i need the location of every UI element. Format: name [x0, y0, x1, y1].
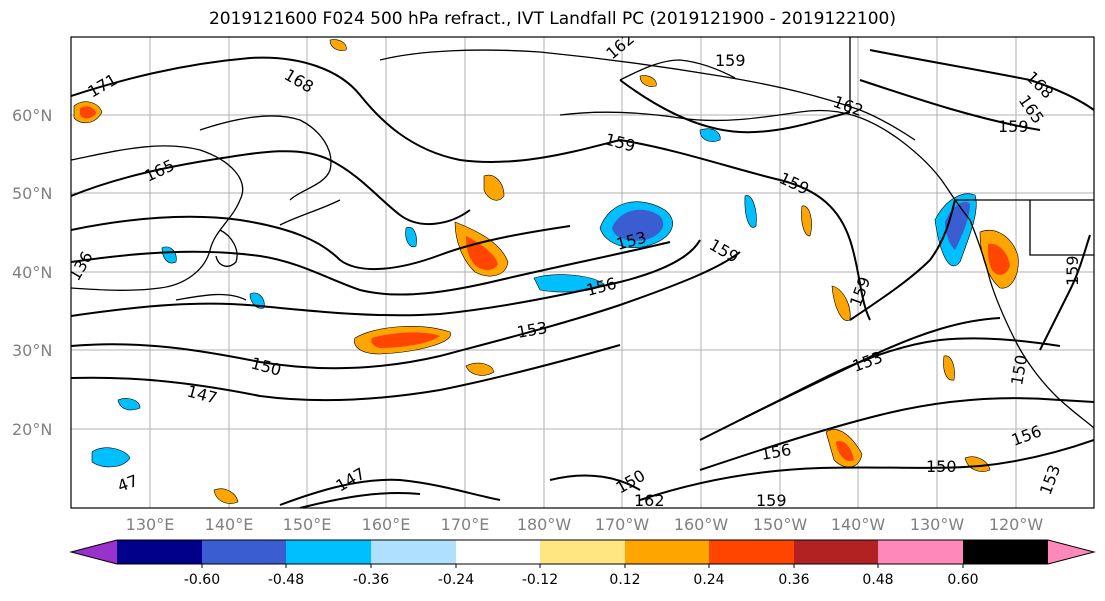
- longitude-labels: 130°E 140°E 150°E 160°E 170°E 180°W 170°…: [126, 515, 1044, 534]
- pc-shading: [73, 39, 1019, 504]
- contour-label: 159: [1063, 255, 1082, 286]
- graticule: [71, 37, 1094, 508]
- map-frame: [70, 36, 1095, 509]
- colorbar-tick-label: 0.36: [778, 572, 809, 588]
- colorbar-segment: [794, 540, 878, 564]
- lon-label: 140°E: [205, 515, 254, 534]
- lon-label: 150°W: [753, 515, 808, 534]
- lon-label: 130°E: [126, 515, 175, 534]
- colorbar-segment: [286, 540, 371, 564]
- lon-label: 170°W: [595, 515, 650, 534]
- lon-label: 120°W: [989, 515, 1044, 534]
- coastlines: [71, 37, 1094, 429]
- colorbar-tick-label: -0.24: [438, 572, 474, 588]
- refractivity-contours: [71, 49, 1094, 508]
- colorbar-segment: [371, 540, 456, 564]
- lon-label: 130°W: [910, 515, 965, 534]
- map-title: 2019121600 F024 500 hPa refract., IVT La…: [208, 9, 896, 29]
- lon-label: 180°W: [517, 515, 572, 534]
- colorbar-extend-high: [1048, 540, 1094, 564]
- lon-label: 160°E: [362, 515, 411, 534]
- lat-label: 30°N: [12, 341, 52, 360]
- contour-label: 150: [926, 457, 957, 476]
- colorbar-extend-low: [71, 540, 117, 564]
- colorbar-segment: [625, 540, 709, 564]
- latitude-labels: 60°N 50°N 40°N 30°N 20°N: [12, 106, 52, 439]
- colorbar-segment: [709, 540, 794, 564]
- colorbar-tick-label: 0.24: [693, 572, 724, 588]
- lat-label: 60°N: [12, 106, 52, 125]
- contour-label: 159: [756, 491, 787, 510]
- colorbar-segment: [878, 540, 963, 564]
- colorbar-tick-label: 0.60: [947, 572, 978, 588]
- colorbar-segment: [202, 540, 286, 564]
- lat-label: 40°N: [12, 263, 52, 282]
- colorbar-outline: [69, 539, 1096, 565]
- lon-label: 140°W: [831, 515, 886, 534]
- lat-label: 50°N: [12, 184, 52, 203]
- colorbar-tick-label: -0.36: [353, 572, 389, 588]
- lat-label: 20°N: [12, 420, 52, 439]
- colorbar-tick-label: -0.12: [522, 572, 558, 588]
- colorbar-segment: [540, 540, 625, 564]
- colorbar-tick-label: -0.60: [184, 572, 220, 588]
- colorbar-segment: [117, 540, 202, 564]
- colorbar-tick-label: 0.12: [609, 572, 640, 588]
- contour-label: 162: [634, 491, 665, 510]
- lon-label: 160°W: [674, 515, 729, 534]
- colorbar-tick-label: 0.48: [862, 572, 893, 588]
- contour-label: 159: [998, 117, 1029, 136]
- colorbar-segment: [456, 540, 540, 564]
- colorbar-segment: [963, 540, 1048, 564]
- colorbar-tick-label: -0.48: [268, 572, 304, 588]
- lon-label: 150°E: [283, 515, 332, 534]
- contour-label: 159: [715, 51, 746, 70]
- colorbar: -0.60 -0.48 -0.36 -0.24 -0.12 0.12 0.24 …: [69, 539, 1096, 588]
- lon-label: 170°E: [441, 515, 490, 534]
